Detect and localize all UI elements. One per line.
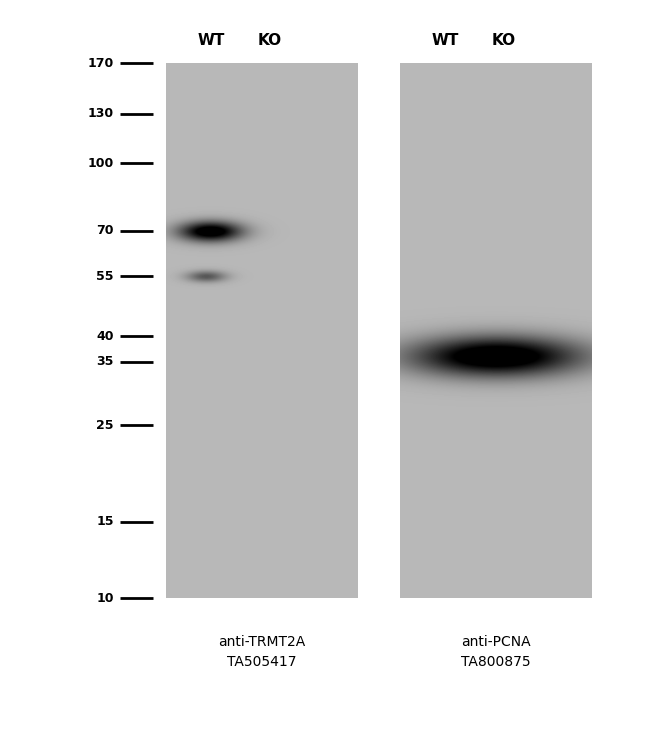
Text: WT: WT [198, 33, 225, 48]
Text: 55: 55 [96, 270, 114, 283]
Text: 70: 70 [96, 224, 114, 237]
Text: 170: 170 [88, 56, 114, 70]
Text: WT: WT [432, 33, 459, 48]
Text: anti-PCNA
TA800875: anti-PCNA TA800875 [461, 635, 530, 669]
Text: anti-TRMT2A
TA505417: anti-TRMT2A TA505417 [218, 635, 306, 669]
Text: 10: 10 [96, 591, 114, 605]
Text: KO: KO [491, 33, 516, 48]
Text: 15: 15 [96, 515, 114, 528]
Text: 130: 130 [88, 107, 114, 120]
Text: 40: 40 [96, 330, 114, 343]
Text: 35: 35 [96, 355, 114, 368]
Text: KO: KO [257, 33, 282, 48]
Text: 100: 100 [88, 157, 114, 170]
Text: 25: 25 [96, 418, 114, 432]
